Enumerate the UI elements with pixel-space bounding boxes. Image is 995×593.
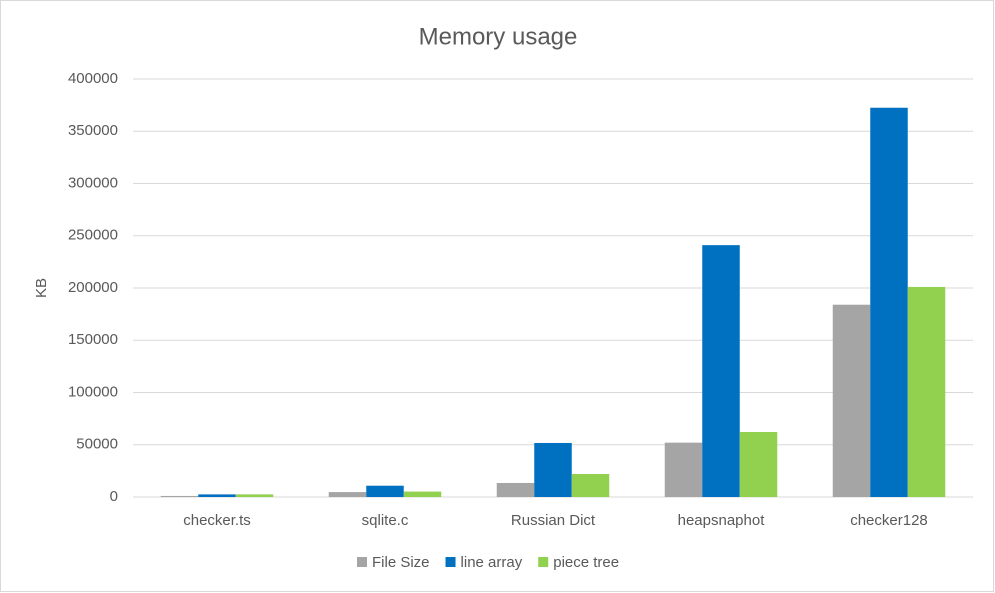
y-tick-label: 0 xyxy=(110,488,118,505)
legend-swatch xyxy=(357,557,367,567)
y-tick-label: 400000 xyxy=(68,70,118,87)
y-tick-label: 350000 xyxy=(68,122,118,139)
x-tick-label: checker128 xyxy=(850,512,928,529)
legend-label: line array xyxy=(461,554,523,571)
legend-swatch xyxy=(538,557,549,567)
y-tick-label: 100000 xyxy=(68,383,118,400)
bar xyxy=(702,245,740,497)
bar xyxy=(328,492,367,497)
legend-swatch xyxy=(445,557,456,567)
bar xyxy=(235,494,274,497)
y-axis-label: KB xyxy=(33,278,50,298)
chart-title: Memory usage xyxy=(419,23,578,50)
bar xyxy=(870,107,908,498)
bar xyxy=(198,494,236,497)
x-tick-label: checker.ts xyxy=(183,512,251,529)
x-tick-label: sqlite.c xyxy=(362,512,409,529)
y-tick-label: 250000 xyxy=(68,227,118,244)
y-tick-label: 50000 xyxy=(76,436,118,453)
bar xyxy=(571,474,610,497)
bar xyxy=(907,286,946,497)
bar xyxy=(664,442,703,497)
bar xyxy=(739,432,778,497)
x-tick-label: heapsnaphot xyxy=(678,512,766,529)
y-tick-label: 300000 xyxy=(68,174,118,191)
bar xyxy=(366,485,404,497)
bar xyxy=(534,442,572,497)
legend-label: File Size xyxy=(372,554,430,571)
bar xyxy=(832,304,871,497)
y-tick-label: 200000 xyxy=(68,279,118,296)
x-tick-label: Russian Dict xyxy=(511,512,596,529)
bar xyxy=(403,491,442,497)
legend-label: piece tree xyxy=(553,554,619,571)
y-tick-label: 150000 xyxy=(68,331,118,348)
bar xyxy=(160,495,199,497)
bar xyxy=(496,482,535,497)
